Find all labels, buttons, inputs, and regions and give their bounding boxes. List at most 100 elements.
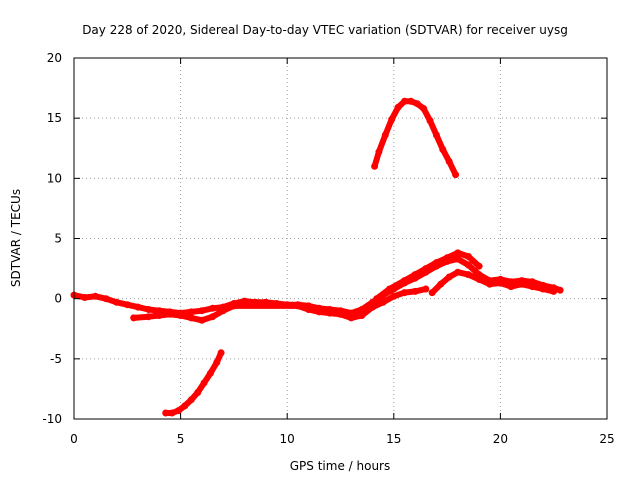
- data-point: [426, 117, 434, 125]
- data-point: [198, 316, 206, 324]
- data-point: [379, 298, 387, 306]
- data-point: [166, 310, 174, 318]
- chart-title: Day 228 of 2020, Sidereal Day-to-day VTE…: [82, 23, 568, 37]
- data-point: [373, 295, 381, 303]
- data-point: [401, 97, 408, 105]
- data-point: [358, 312, 366, 319]
- data-point: [113, 298, 121, 306]
- data-point: [181, 402, 189, 410]
- x-tick-label: 20: [493, 432, 508, 446]
- data-point: [217, 349, 225, 357]
- data-point: [556, 286, 564, 294]
- data-point: [305, 306, 312, 313]
- data-point: [464, 261, 472, 269]
- data-point: [445, 158, 453, 165]
- data-point: [407, 97, 415, 105]
- data-point: [187, 308, 195, 316]
- data-point: [381, 131, 389, 139]
- data-point: [315, 308, 323, 316]
- data-point: [145, 313, 153, 321]
- data-point: [194, 389, 202, 396]
- data-point: [134, 303, 142, 311]
- data-point: [432, 259, 440, 267]
- data-point: [437, 280, 445, 288]
- data-layer: [70, 97, 564, 417]
- data-point: [206, 369, 214, 377]
- data-point: [486, 280, 494, 288]
- series-descent-segment: [162, 349, 225, 416]
- series-upper-strand: [373, 249, 483, 302]
- data-point: [445, 273, 453, 281]
- data-point: [371, 162, 379, 170]
- y-tick-label: -10: [42, 412, 62, 426]
- data-point: [337, 310, 344, 318]
- data-point: [200, 379, 208, 387]
- data-point: [432, 131, 440, 139]
- data-point: [475, 275, 483, 283]
- data-point: [413, 100, 421, 108]
- data-point: [443, 254, 451, 262]
- data-point: [102, 295, 110, 303]
- data-point: [439, 146, 447, 153]
- data-point: [507, 283, 515, 291]
- data-point: [177, 312, 185, 319]
- data-point: [175, 407, 182, 415]
- y-tick-label: 10: [47, 171, 62, 185]
- data-point: [528, 283, 536, 291]
- data-point: [145, 306, 153, 313]
- data-point: [550, 287, 558, 295]
- y-tick-label: 15: [47, 111, 62, 125]
- data-point: [401, 289, 408, 297]
- data-point: [454, 268, 462, 276]
- data-point: [390, 292, 398, 300]
- data-point: [326, 309, 334, 317]
- data-point: [219, 307, 227, 315]
- data-point: [130, 314, 138, 322]
- x-tick-label: 15: [386, 432, 401, 446]
- data-point: [454, 249, 462, 257]
- y-tick-label: 5: [54, 232, 62, 246]
- data-point: [123, 301, 131, 309]
- data-point: [187, 396, 195, 404]
- x-axis-label: GPS time / hours: [290, 459, 391, 473]
- data-point: [81, 294, 89, 301]
- data-point: [411, 271, 419, 279]
- data-point: [454, 255, 462, 263]
- data-point: [386, 285, 393, 293]
- data-point: [162, 409, 170, 417]
- x-tick-label: 0: [70, 432, 78, 446]
- data-point: [369, 303, 376, 311]
- y-tick-label: 0: [54, 292, 62, 306]
- data-point: [168, 409, 176, 417]
- data-point: [539, 285, 547, 293]
- data-point: [155, 312, 163, 319]
- data-point: [496, 279, 504, 287]
- x-tick-label: 10: [280, 432, 295, 446]
- data-point: [213, 358, 221, 366]
- data-point: [464, 271, 472, 279]
- grid-layer: [74, 58, 607, 419]
- data-point: [347, 314, 355, 322]
- data-point: [464, 253, 472, 260]
- data-point: [241, 297, 249, 305]
- data-point: [230, 302, 238, 310]
- data-point: [388, 115, 396, 123]
- data-point: [422, 265, 430, 273]
- y-tick-label: -5: [50, 352, 62, 366]
- data-point: [375, 148, 383, 156]
- data-point: [394, 103, 402, 111]
- data-point: [91, 292, 99, 300]
- y-axis-label: SDTVAR / TECUs: [9, 189, 23, 287]
- x-tick-label: 25: [599, 432, 614, 446]
- x-tick-label: 5: [177, 432, 185, 446]
- data-point: [428, 289, 436, 297]
- data-point: [420, 105, 428, 112]
- data-point: [209, 313, 217, 321]
- data-point: [452, 171, 460, 179]
- data-point: [518, 280, 526, 288]
- data-point: [411, 287, 419, 295]
- data-point: [198, 307, 206, 315]
- y-tick-label: 20: [47, 51, 62, 65]
